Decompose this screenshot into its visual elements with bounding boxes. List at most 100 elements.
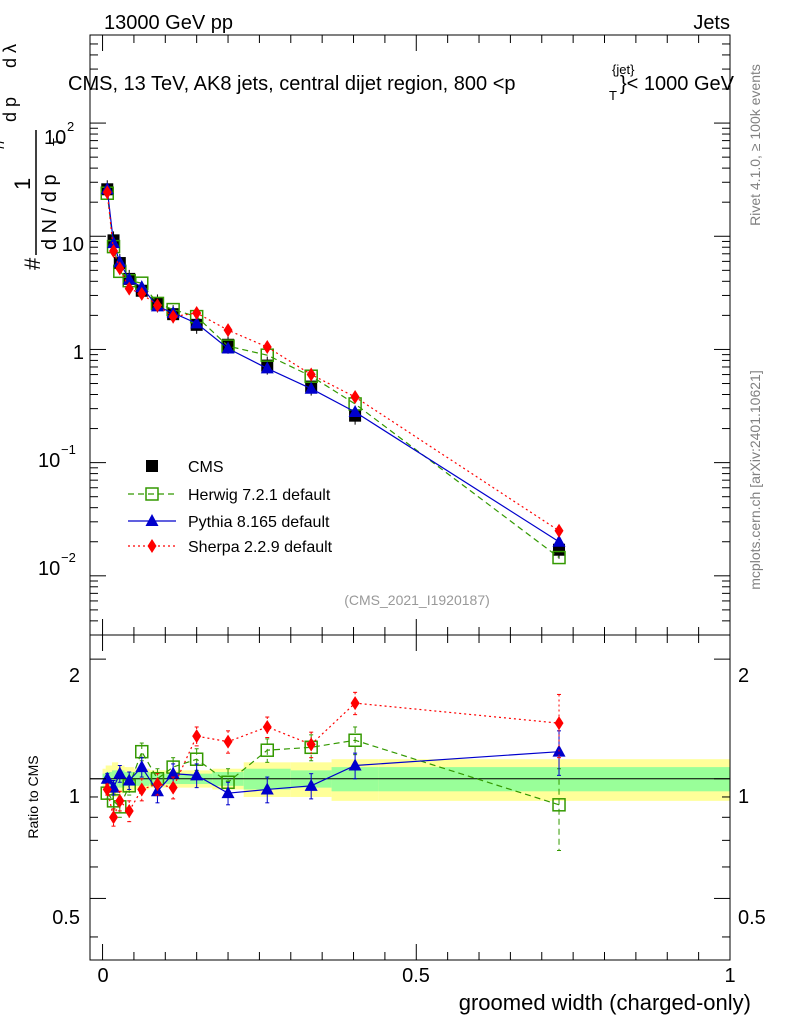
ytick-label-10: 10 (62, 234, 84, 256)
ratio-1-point (113, 766, 127, 779)
series-3-point (102, 185, 112, 200)
x-axis-label: groomed width (charged-only) (459, 990, 751, 1015)
series-2-point (304, 381, 318, 394)
header-right: Jets (693, 12, 730, 34)
legend-marker-2 (145, 514, 159, 526)
ytick-label-1e-2-base: 10 (38, 558, 60, 580)
ratio-2-point (192, 729, 202, 744)
series-2-point (348, 405, 362, 418)
ratio-2-point (554, 716, 564, 731)
series-3-point (109, 244, 119, 259)
ratio-frame (89, 634, 731, 961)
ratio-1-point (122, 773, 136, 786)
ratio-0-point (260, 743, 275, 757)
ratio-2-point (137, 782, 147, 797)
main-panel: 10 −2 10 −1 1 10 10 2 (CMS_2021_I1920187… (38, 34, 731, 636)
chart-title: CMS, 13 TeV, AK8 jets, central dijet reg… (68, 62, 735, 103)
title-sup: {jet} (612, 62, 635, 77)
ratio-0-point (348, 733, 362, 748)
ytick-label-1e2-exp: 2 (67, 119, 74, 134)
ratio-2-point (109, 810, 119, 825)
ratio-0-point (552, 798, 566, 812)
xtick-label-1: 1 (724, 965, 735, 987)
ratio-series (100, 691, 566, 852)
series-3-point (554, 523, 564, 538)
ytick-label-1e-1-exp: −1 (61, 442, 76, 457)
ytick-label-1e2-base: 10 (44, 127, 66, 149)
main-ylabel: # 1 d N / d p T # d 2 N d p d λ (0, 44, 65, 270)
series-3-point (192, 305, 202, 320)
ratio-2-point (306, 737, 316, 752)
main-frame (89, 34, 731, 636)
legend-label-0: CMS (188, 459, 224, 476)
ratio-1-point (304, 778, 318, 791)
ratio-ylabel: Ratio to CMS (25, 755, 41, 838)
series-3-point (223, 323, 233, 338)
ratio-axis-ticks (90, 635, 731, 960)
ylabel-T: T (50, 138, 65, 146)
ratio-ytick-label-right-2: 2 (738, 665, 749, 687)
series-2-point (135, 280, 149, 293)
series-3-point (350, 390, 360, 405)
ratio-1-point (100, 771, 114, 784)
ratio-ytick-label-right-0.5: 0.5 (738, 907, 766, 929)
ytick-label-1e-2-exp: −2 (61, 550, 76, 565)
ytick-label-1: 1 (73, 342, 84, 364)
xtick-label-0.5: 0.5 (402, 965, 430, 987)
series-2-point (552, 534, 566, 547)
rivet-label: Rivet 4.1.0, ≥ 100k events (747, 64, 763, 226)
ratio-ytick-label-0.5: 0.5 (52, 907, 80, 929)
series-3-point (168, 309, 178, 324)
header-left: 13000 GeV pp (104, 12, 233, 34)
xtick-label-0: 0 (97, 965, 108, 987)
series-2-point (113, 255, 127, 268)
series-3-point (124, 281, 134, 296)
watermark: (CMS_2021_I1920187) (344, 592, 490, 608)
ratio-ytick-label-1: 1 (69, 786, 80, 808)
ratio-2-point (350, 696, 360, 711)
ylabel-dpT: d p (0, 97, 20, 122)
series-line-3 (106, 192, 560, 532)
ytick-label-1e-1-base: 10 (38, 450, 60, 472)
mcplots-label: mcplots.cern.ch [arXiv:2401.10621] (747, 370, 763, 589)
series-2-point (122, 272, 136, 285)
series-1-point (552, 550, 566, 565)
ratio-panel: 0.5 1 2 0.5 1 2 0 0.5 1 Ratio to CMS (25, 634, 766, 987)
ratio-ytick-label-right-1: 1 (738, 786, 749, 808)
ratio-1-point (221, 786, 235, 799)
ratio-1-point (348, 758, 362, 771)
ylabel-dlambda: d λ (0, 44, 20, 68)
ratio-ytick-label-2: 2 (69, 665, 80, 687)
ratio-1-point (135, 760, 149, 773)
ratio-tick-labels: 0.5 1 2 0.5 1 2 0 0.5 1 (52, 665, 766, 987)
ratio-1-point (190, 768, 204, 781)
series-3-point (137, 286, 147, 301)
main-series (100, 180, 566, 565)
ratio-2-point (223, 734, 233, 749)
ratio-2-point (124, 803, 134, 818)
series-3-point (262, 340, 272, 355)
ratio-1-point (166, 766, 180, 779)
main-axis-ticks (90, 34, 731, 636)
series-line-2 (106, 189, 560, 543)
legend-marker-1 (145, 487, 159, 501)
series-2-point (221, 341, 235, 354)
legend: CMS Herwig 7.2.1 default Pythia 8.165 defa… (128, 459, 333, 556)
series-line-1 (106, 193, 560, 559)
title-lead: CMS, 13 TeV, AK8 jets, central dijet reg… (68, 73, 516, 95)
legend-label-3: Sherpa 2.2.9 default (188, 539, 333, 556)
series-2-point (260, 361, 274, 374)
ratio-2-point (262, 719, 272, 734)
legend-label-1: Herwig 7.2.1 default (188, 487, 331, 504)
ratio-2-point (102, 782, 112, 797)
main-tick-labels: 10 −2 10 −1 1 10 10 2 (38, 119, 84, 580)
ylabel-one: 1 (10, 178, 35, 190)
legend-marker-0 (146, 460, 158, 472)
legend-label-2: Pythia 8.165 default (188, 514, 330, 531)
ylabel-dN: d N / d p (39, 174, 61, 250)
ratio-2-point (152, 777, 162, 792)
series-3-point (306, 367, 316, 382)
ylabel-hash: # (20, 257, 45, 270)
title-sub: T (609, 88, 617, 103)
